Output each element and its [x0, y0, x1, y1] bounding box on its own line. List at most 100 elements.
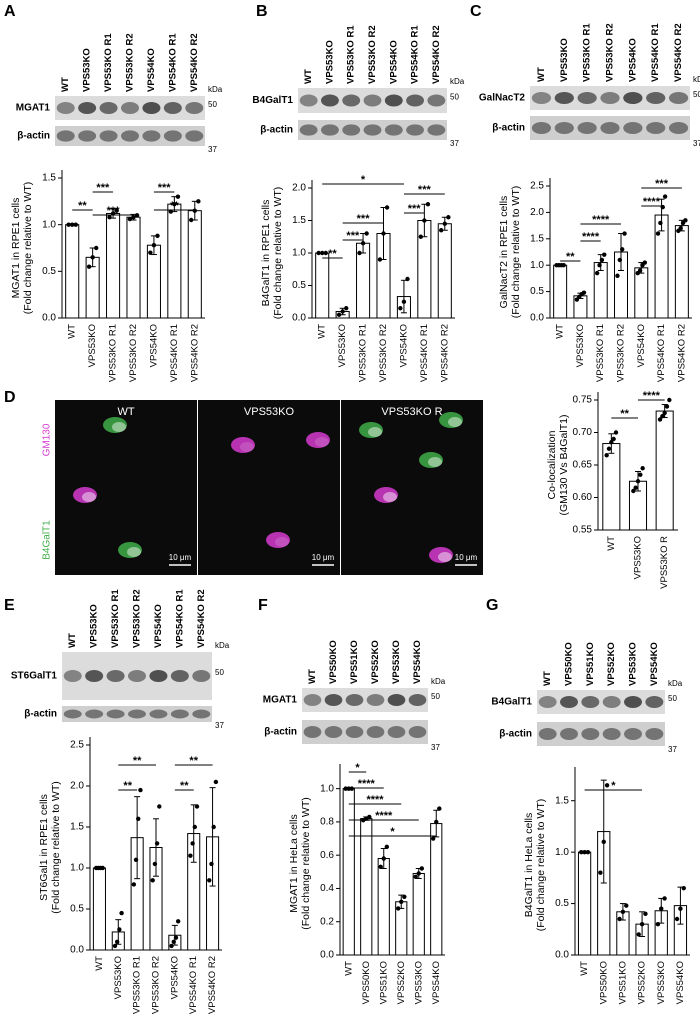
data-point [188, 853, 193, 858]
blot-band [646, 122, 666, 134]
x-tick-label: VPS53KO R1 [595, 324, 606, 382]
data-point [384, 844, 390, 850]
x-tick-label: WT [579, 961, 590, 976]
data-point [377, 257, 383, 262]
x-tick-label: VPS54KO R1 [656, 324, 667, 382]
data-point [579, 849, 584, 855]
blot-band [63, 709, 82, 719]
bar [577, 851, 592, 956]
lane-label: VPS52KO [370, 640, 381, 684]
y-tick-label: 1.5 [530, 233, 544, 244]
lane-label: WT [542, 671, 553, 686]
blot-band [324, 694, 343, 706]
data-point [172, 201, 177, 207]
x-tick-label: WT [555, 324, 566, 339]
blot-band [602, 728, 621, 740]
data-point [211, 824, 216, 830]
golgi-signal [419, 452, 443, 468]
lane-label: VPS54KO R1 [174, 589, 185, 648]
x-tick-label: VPS50KO [361, 961, 372, 1004]
golgi-signal [428, 457, 442, 467]
golgi-signal [448, 417, 462, 427]
significance-label: **** [582, 231, 600, 243]
data-point [597, 263, 602, 268]
data-point [422, 218, 427, 223]
x-tick-label: VPS50KO [598, 961, 609, 1004]
data-point [349, 786, 355, 791]
data-point [631, 488, 636, 494]
lane-label: VPS53KO R2 [605, 23, 616, 82]
panel-letter: D [4, 389, 16, 406]
data-point [678, 906, 683, 911]
golgi-signal [127, 547, 141, 557]
significance-label: **** [366, 794, 384, 806]
blot-band [645, 696, 664, 708]
data-point [658, 220, 663, 226]
data-point [405, 276, 410, 282]
y-axis-label: GalNacT2 in RPE1 cells [498, 196, 510, 309]
y-tick-label: 1.0 [320, 783, 334, 794]
significance-label: ** [328, 248, 337, 260]
data-point [681, 885, 686, 891]
data-point [639, 921, 645, 927]
blot-band [163, 102, 182, 114]
blot-band [128, 709, 146, 719]
data-point [413, 874, 418, 880]
lane-label: WT [303, 69, 314, 84]
significance-label: ** [620, 408, 629, 420]
data-point [640, 466, 645, 471]
lane-label: VPS54KO R2 [189, 33, 200, 92]
data-point [664, 404, 670, 409]
blot-band [149, 670, 168, 682]
x-tick-label: VPS54KO R2 [207, 956, 218, 1014]
bar [360, 818, 373, 956]
data-point [399, 899, 404, 904]
golgi-signal [368, 427, 382, 437]
y-tick-label: 0.4 [320, 883, 334, 894]
y-tick-label: 1.5 [70, 822, 84, 833]
data-point [150, 878, 155, 883]
data-point [133, 857, 139, 862]
band-name: B4GalT1 [491, 697, 532, 708]
channel-label: B4GalT1 [42, 520, 53, 560]
blot-band [106, 709, 125, 719]
bar [674, 225, 689, 319]
data-point [151, 243, 157, 248]
bar [146, 244, 161, 319]
golgi-signal [374, 487, 398, 503]
bar [377, 858, 390, 956]
significance-label: *** [346, 230, 360, 242]
blot-band [384, 124, 403, 136]
lane-label: VPS53KO R2 [132, 589, 143, 648]
significance-label: * [611, 780, 616, 792]
blot-band [427, 94, 446, 107]
data-point [94, 245, 99, 251]
data-point [434, 819, 439, 825]
x-tick-label: VPS54KO R2 [439, 324, 450, 382]
blot-band [581, 696, 600, 708]
x-tick-label: VPS54KO [675, 961, 686, 1004]
blot-band [406, 94, 425, 107]
blot-band [387, 726, 406, 738]
blot-band [624, 696, 642, 708]
x-tick-label: VPS52KO [396, 961, 407, 1004]
bar [437, 223, 452, 319]
lane-label: VPS53KO R1 [582, 23, 593, 82]
blot-band [363, 94, 382, 107]
blot-strip [302, 688, 428, 712]
blot-band [149, 709, 168, 719]
bar [126, 216, 141, 319]
y-tick-label: 0.5 [555, 898, 569, 909]
data-point [613, 430, 619, 435]
lane-label: VPS54KO [153, 604, 164, 648]
blot-band [342, 94, 361, 107]
blot-band [560, 728, 578, 740]
y-axis-label: B4GalT1 in RPE1 cells [260, 200, 272, 307]
data-point [131, 215, 136, 220]
x-tick-label: VPS53KO [337, 324, 348, 367]
significance-label: *** [96, 182, 110, 194]
data-point [633, 485, 638, 490]
significance-label: **** [643, 196, 661, 208]
significance-label: ** [170, 200, 179, 212]
